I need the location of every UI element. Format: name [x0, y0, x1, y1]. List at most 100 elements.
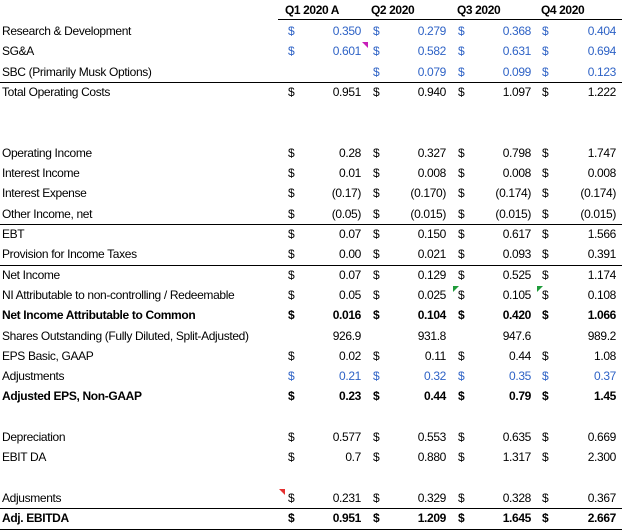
value-cell[interactable]: 0.951 [332, 84, 362, 99]
currency-symbol[interactable]: $ [542, 369, 549, 384]
currency-symbol[interactable]: $ [542, 511, 549, 526]
col-header-q1[interactable]: Q1 2020 A [285, 3, 339, 17]
value-cell[interactable]: 0.44 [509, 348, 531, 363]
value-cell[interactable]: (0.174) [495, 186, 531, 201]
currency-symbol[interactable] [288, 468, 300, 488]
currency-symbol[interactable]: $ [373, 186, 380, 201]
value-cell[interactable]: 1.645 [502, 511, 532, 526]
currency-symbol[interactable]: $ [373, 206, 380, 221]
currency-symbol[interactable]: $ [373, 24, 380, 38]
value-cell[interactable] [301, 102, 361, 122]
value-cell[interactable] [556, 407, 616, 427]
value-cell[interactable]: (0.05) [331, 206, 362, 221]
currency-symbol[interactable]: $ [373, 64, 380, 79]
row-label[interactable]: Adjusments [2, 490, 62, 505]
currency-symbol[interactable]: $ [288, 186, 295, 201]
currency-symbol[interactable]: $ [373, 369, 380, 384]
currency-symbol[interactable]: $ [288, 287, 295, 302]
currency-symbol[interactable] [288, 407, 300, 427]
currency-symbol[interactable] [542, 468, 554, 488]
row-label[interactable]: Depreciation [2, 430, 66, 444]
value-cell[interactable]: 0.231 [332, 490, 362, 505]
currency-symbol[interactable]: $ [542, 206, 549, 221]
currency-symbol[interactable]: $ [373, 44, 380, 59]
currency-symbol[interactable]: $ [373, 308, 380, 323]
value-cell[interactable]: 0.391 [587, 247, 617, 262]
value-cell[interactable]: 0.123 [587, 64, 617, 79]
currency-symbol[interactable]: $ [288, 348, 295, 363]
value-cell[interactable]: 0.21 [339, 369, 361, 384]
currency-symbol[interactable]: $ [288, 247, 295, 262]
currency-symbol[interactable]: $ [542, 430, 549, 444]
row-label[interactable]: EBT [2, 227, 25, 241]
value-cell[interactable] [386, 102, 446, 122]
value-cell[interactable]: 1.747 [587, 145, 617, 160]
currency-symbol[interactable]: $ [458, 24, 465, 38]
value-cell[interactable]: 1.08 [594, 348, 616, 363]
currency-symbol[interactable]: $ [458, 64, 465, 79]
value-cell[interactable]: 0.404 [587, 24, 617, 38]
value-cell[interactable]: 0.079 [417, 64, 447, 79]
currency-symbol[interactable]: $ [458, 490, 465, 505]
value-cell[interactable]: 0.367 [587, 490, 617, 505]
value-cell[interactable]: 1.317 [502, 450, 532, 465]
value-cell[interactable]: (0.174) [580, 186, 616, 201]
value-cell[interactable]: 0.79 [509, 389, 531, 404]
row-label[interactable]: EBIT DA [2, 450, 47, 465]
currency-symbol[interactable]: $ [458, 227, 465, 241]
row-label[interactable]: Net Income [2, 267, 60, 282]
value-cell[interactable]: 0.23 [339, 389, 361, 404]
currency-symbol[interactable] [542, 326, 554, 346]
currency-symbol[interactable] [373, 326, 385, 346]
currency-symbol[interactable] [458, 123, 470, 143]
value-cell[interactable]: (0.015) [410, 206, 446, 221]
row-label[interactable]: Interest Expense [2, 186, 87, 201]
value-cell[interactable]: 0.368 [502, 24, 532, 38]
currency-symbol[interactable]: $ [288, 84, 295, 99]
currency-symbol[interactable]: $ [542, 145, 549, 160]
comment-indicator-icon[interactable] [453, 286, 459, 292]
currency-symbol[interactable] [458, 468, 470, 488]
value-cell[interactable]: 1.222 [587, 84, 617, 99]
currency-symbol[interactable]: $ [542, 24, 549, 38]
value-cell[interactable]: 0.635 [502, 430, 532, 444]
row-label[interactable]: Shares Outstanding (Fully Diluted, Split… [2, 328, 249, 343]
currency-symbol[interactable]: $ [542, 166, 549, 181]
row-label[interactable]: SBC (Primarily Musk Options) [2, 64, 152, 79]
value-cell[interactable]: 947.6 [502, 328, 532, 343]
value-cell[interactable]: 0.093 [502, 247, 532, 262]
value-cell[interactable]: 0.328 [502, 490, 532, 505]
row-label[interactable]: Research & Development [2, 24, 132, 38]
currency-symbol[interactable]: $ [288, 267, 295, 282]
value-cell[interactable]: 0.7 [345, 450, 361, 465]
value-cell[interactable]: 0.940 [417, 84, 447, 99]
currency-symbol[interactable]: $ [288, 389, 295, 404]
value-cell[interactable] [386, 407, 446, 427]
col-header-q4[interactable]: Q4 2020 [541, 3, 585, 17]
currency-symbol[interactable]: $ [288, 430, 295, 444]
currency-symbol[interactable]: $ [542, 227, 549, 241]
value-cell[interactable]: 1.45 [594, 389, 616, 404]
currency-symbol[interactable]: $ [458, 267, 465, 282]
currency-symbol[interactable]: $ [458, 308, 465, 323]
currency-symbol[interactable]: $ [373, 348, 380, 363]
currency-symbol[interactable]: $ [288, 206, 295, 221]
value-cell[interactable]: 0.01 [339, 166, 361, 181]
row-label[interactable]: Adjusted EPS, Non-GAAP [2, 389, 142, 404]
row-label[interactable]: Adj. EBITDA [2, 511, 69, 526]
currency-symbol[interactable]: $ [542, 389, 549, 404]
currency-symbol[interactable]: $ [288, 166, 295, 181]
value-cell[interactable]: 1.566 [587, 227, 617, 241]
currency-symbol[interactable]: $ [458, 430, 465, 444]
currency-symbol[interactable]: $ [373, 389, 380, 404]
currency-symbol[interactable]: $ [542, 287, 549, 302]
currency-symbol[interactable]: $ [373, 450, 380, 465]
currency-symbol[interactable]: $ [288, 490, 295, 505]
value-cell[interactable]: 0.880 [417, 450, 447, 465]
currency-symbol[interactable]: $ [458, 511, 465, 526]
value-cell[interactable]: 0.02 [339, 348, 361, 363]
value-cell[interactable]: 0.008 [417, 166, 447, 181]
currency-symbol[interactable]: $ [288, 450, 295, 465]
value-cell[interactable]: 0.11 [424, 348, 446, 363]
currency-symbol[interactable] [373, 407, 385, 427]
